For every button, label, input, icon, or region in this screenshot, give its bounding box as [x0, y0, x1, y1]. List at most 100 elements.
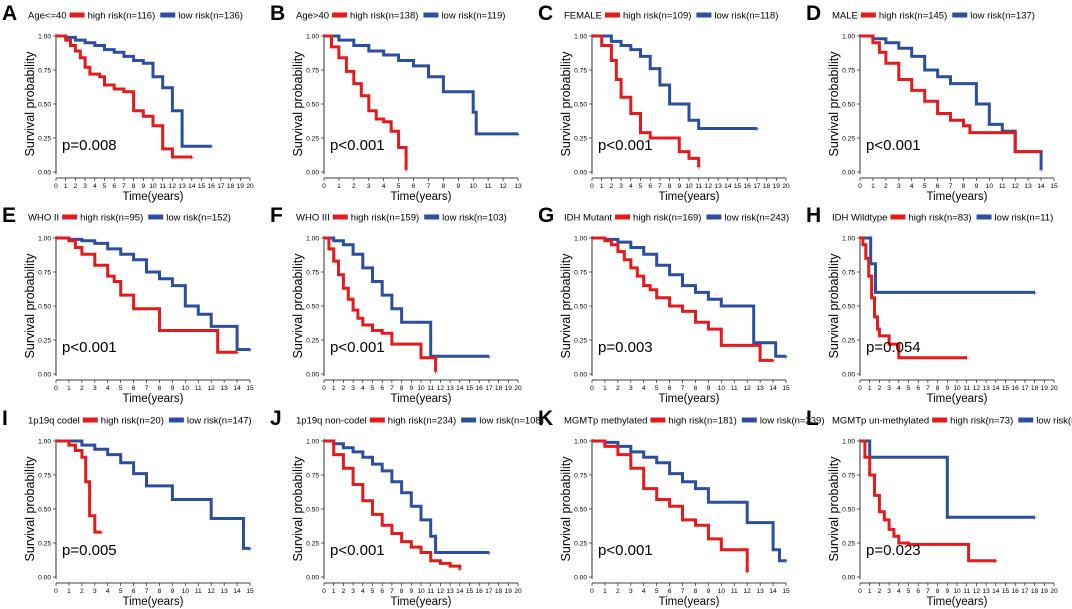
y-tick-label: 1.00 [38, 235, 51, 242]
panel-j: J 1p19q non-codel high risk(n=234) low risk… [270, 407, 544, 608]
x-tick-label: 2 [342, 385, 346, 392]
x-tick-label: 13 [220, 588, 228, 595]
x-tick-label: 3 [629, 588, 633, 595]
legend-title: IDH Mutant [564, 213, 612, 224]
x-tick-label: 15 [1002, 385, 1010, 392]
y-tick-label: 0.75 [842, 472, 855, 479]
x-tick-label: 7 [926, 588, 930, 595]
x-tick-label: 8 [442, 183, 446, 190]
p-value: p<0.001 [330, 542, 385, 559]
censor-mark-high: + [404, 165, 409, 174]
x-tick-label: 15 [198, 183, 206, 190]
legend-label-low: low risk(n=16) [1036, 416, 1072, 427]
censor-mark-high: + [457, 565, 462, 574]
censor-mark-high: + [964, 354, 969, 363]
censor-mark-high: + [993, 557, 998, 566]
x-tick-label: 6 [916, 588, 920, 595]
y-tick-label: 0.75 [306, 472, 319, 479]
x-tick-label: 1 [337, 183, 341, 190]
x-tick-label: 7 [390, 385, 394, 392]
x-tick-label: 10 [718, 385, 726, 392]
x-tick-label: 15 [466, 588, 474, 595]
x-tick-label: 0 [590, 385, 594, 392]
x-tick-label: 4 [361, 385, 365, 392]
x-tick-label: 14 [456, 385, 464, 392]
x-tick-label: 14 [769, 385, 777, 392]
x-tick-label: 15 [1002, 588, 1010, 595]
x-tick-label: 0 [322, 588, 326, 595]
x-tick-label: 2 [878, 385, 882, 392]
y-tick-label: 1.00 [574, 438, 587, 445]
y-tick-label: 1.00 [306, 438, 319, 445]
legend-label-high: high risk(n=169) [633, 213, 701, 224]
x-tick-label: 13 [446, 588, 454, 595]
y-tick-label: 0.75 [38, 472, 51, 479]
x-tick-label: 11 [427, 385, 434, 392]
x-tick-label: 16 [476, 588, 484, 595]
x-tick-label: 0 [590, 183, 594, 190]
panel-letter: A [2, 2, 17, 25]
x-tick-label: 11 [999, 183, 1006, 190]
x-tick-label: 20 [1050, 385, 1058, 392]
x-tick-label: 5 [103, 183, 107, 190]
panel-letter: J [270, 407, 282, 430]
censor-mark-high: + [189, 153, 194, 162]
km-curve-low [56, 34, 212, 148]
y-tick-label: 1.00 [306, 235, 319, 242]
y-tick-label: 0.25 [842, 135, 855, 142]
x-tick-label: 15 [1050, 183, 1058, 190]
censor-mark-high: + [771, 356, 776, 365]
km-curve-low [324, 439, 489, 554]
p-value: p<0.001 [330, 339, 385, 356]
x-tick-label: 4 [642, 588, 646, 595]
x-tick-label: 12 [499, 183, 507, 190]
km-curve-low [324, 236, 489, 358]
x-tick-label: 1 [868, 385, 872, 392]
x-tick-label: 5 [923, 183, 927, 190]
x-axis-title: Time(years) [391, 596, 452, 608]
legend-label-high: high risk(n=83) [908, 213, 971, 224]
y-tick-label: 0.25 [38, 135, 51, 142]
y-tick-label: 0.25 [574, 540, 587, 547]
censor-mark-low: + [1039, 165, 1044, 174]
x-tick-label: 3 [351, 385, 355, 392]
legend-label-high: high risk(n=159) [351, 213, 419, 224]
y-tick-label: 0.25 [574, 337, 587, 344]
panel-letter: H [806, 204, 821, 227]
x-tick-label: 8 [936, 588, 940, 595]
x-tick-label: 2 [74, 183, 78, 190]
x-tick-label: 9 [456, 183, 460, 190]
y-tick-label: 0.00 [574, 371, 587, 378]
panel-i: I 1p19q codel high risk(n=20) low risk(n=14… [2, 407, 254, 608]
y-tick-label: 0.50 [842, 506, 855, 513]
x-tick-label: 4 [910, 183, 914, 190]
legend-label-low: low risk(n=152) [166, 213, 231, 224]
y-tick-label: 0.25 [306, 135, 319, 142]
x-tick-label: 7 [949, 183, 953, 190]
x-tick-label: 13 [982, 588, 990, 595]
x-tick-label: 12 [208, 385, 216, 392]
x-tick-label: 8 [400, 588, 404, 595]
panel-letter: D [806, 2, 821, 25]
y-tick-label: 0.75 [574, 67, 587, 74]
x-tick-label: 6 [668, 385, 672, 392]
x-tick-label: 1 [67, 385, 71, 392]
panel-letter: E [2, 204, 16, 227]
x-tick-label: 8 [694, 588, 698, 595]
p-value: p=0.023 [866, 542, 921, 559]
x-tick-label: 11 [195, 385, 202, 392]
panel-letter: G [538, 204, 554, 227]
km-curve-high [324, 34, 408, 170]
x-axis-title: Time(years) [927, 191, 988, 203]
censor-mark-high: + [745, 568, 750, 577]
x-tick-label: 1 [600, 183, 604, 190]
y-tick-label: 0.75 [38, 269, 51, 276]
x-tick-label: 1 [64, 183, 68, 190]
km-curve-low [860, 236, 1035, 294]
y-axis-title: Survival probability [23, 456, 37, 562]
x-tick-label: 14 [233, 588, 241, 595]
km-curve-high [56, 34, 192, 159]
y-axis-title: Survival probability [827, 253, 841, 359]
x-tick-label: 8 [132, 183, 136, 190]
censor-mark-low: + [487, 549, 492, 558]
